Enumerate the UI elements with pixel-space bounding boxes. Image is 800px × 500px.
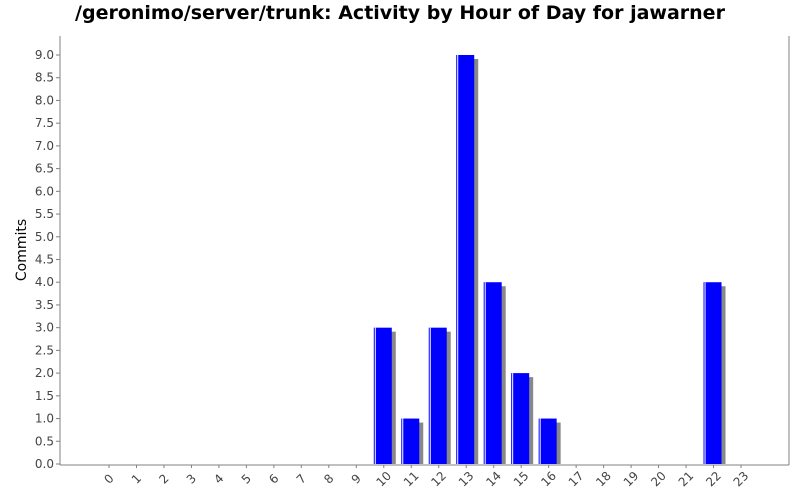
x-tick-label: 22 xyxy=(703,469,724,490)
x-tick-label: 13 xyxy=(456,469,477,490)
x-tick-label: 19 xyxy=(621,469,642,490)
x-tick-label: 10 xyxy=(373,469,394,490)
y-axis: 0.0 0.5 1.0 1.5 2.0 2.5 3.0 3.5 4.0 4.5 5.0 5.5 6.0 6… xyxy=(35,36,61,471)
x-tick-label: 9 xyxy=(349,471,364,486)
y-tick-label: 4.5 xyxy=(35,253,54,267)
x-tick-label: 20 xyxy=(648,469,669,490)
x-tick-label: 3 xyxy=(184,471,199,486)
bar-hour-14 xyxy=(483,282,502,464)
bar-hour-15 xyxy=(511,373,530,464)
bar-hour-12 xyxy=(428,327,447,464)
y-tick-label: 3.0 xyxy=(35,321,54,335)
y-tick-label: 3.5 xyxy=(35,298,54,312)
y-tick-label: 5.5 xyxy=(35,207,54,221)
x-tick-label: 18 xyxy=(593,469,614,490)
bar-hour-16 xyxy=(538,418,557,464)
x-tick-label: 0 xyxy=(101,471,116,486)
x-tick-label: 17 xyxy=(566,469,587,490)
x-tick-label: 4 xyxy=(211,471,226,486)
y-tick-label: 1.0 xyxy=(35,412,54,426)
y-tick-label: 0.0 xyxy=(35,457,54,471)
y-tick-label: 7.0 xyxy=(35,139,54,153)
y-tick-label: 9.0 xyxy=(35,48,54,62)
y-tick-label: 1.5 xyxy=(35,389,54,403)
y-axis-label: Commits xyxy=(14,219,30,281)
y-tick-label: 5.0 xyxy=(35,230,54,244)
chart-title: /geronimo/server/trunk: Activity by Hour… xyxy=(75,2,725,24)
bars xyxy=(373,55,726,464)
y-tick-label: 4.0 xyxy=(35,275,54,289)
x-tick-label: 11 xyxy=(401,469,422,490)
bar-hour-11 xyxy=(401,418,420,464)
x-tick-label: 14 xyxy=(483,469,504,490)
x-tick-label: 23 xyxy=(731,469,752,490)
x-tick-label: 15 xyxy=(511,469,532,490)
y-tick-label: 8.0 xyxy=(35,93,54,107)
x-tick-label: 7 xyxy=(294,471,309,486)
bar-hour-10 xyxy=(373,327,392,464)
bar-hour-22 xyxy=(703,282,722,464)
x-tick-label: 16 xyxy=(538,469,559,490)
x-axis: 0 1 2 3 4 5 6 7 8 9 10 11 12 13 14 15 16 17 18 19 20 21 22 23 xyxy=(60,36,790,490)
y-tick-label: 6.5 xyxy=(35,162,54,176)
y-tick-label: 6.0 xyxy=(35,184,54,198)
x-tick-label: 12 xyxy=(428,469,449,490)
x-tick-label: 2 xyxy=(156,471,171,486)
y-tick-label: 8.5 xyxy=(35,71,54,85)
y-tick-label: 2.5 xyxy=(35,343,54,357)
y-tick-label: 7.5 xyxy=(35,116,54,130)
y-tick-label: 2.0 xyxy=(35,366,54,380)
x-tick-label: 1 xyxy=(129,471,144,486)
x-tick-label: 8 xyxy=(321,471,336,486)
x-tick-label: 6 xyxy=(266,471,281,486)
x-tick-label: 5 xyxy=(239,471,254,486)
x-tick-label: 21 xyxy=(676,469,697,490)
bar-hour-13 xyxy=(456,55,475,464)
y-tick-label: 0.5 xyxy=(35,434,54,448)
